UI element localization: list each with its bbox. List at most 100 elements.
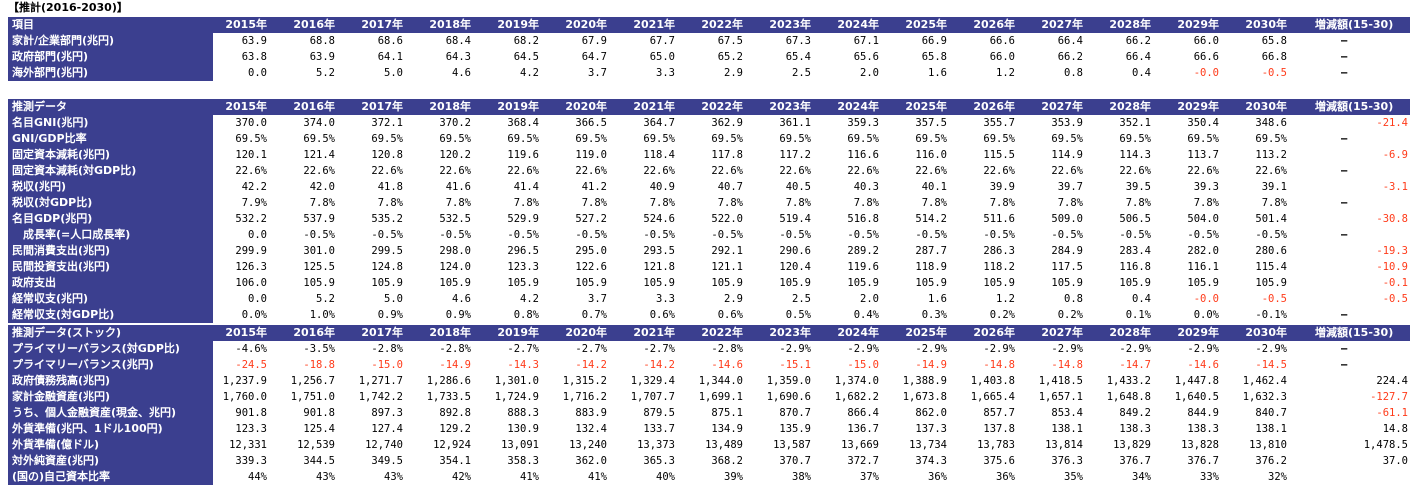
data-cell[interactable]: 138.3 bbox=[1119, 423, 1151, 435]
data-cell[interactable]: 7.9% bbox=[241, 197, 267, 209]
data-cell[interactable]: 105.9 bbox=[779, 277, 811, 289]
data-cell[interactable]: 292.1 bbox=[711, 245, 743, 257]
data-cell[interactable]: 0.4 bbox=[1132, 67, 1151, 79]
data-cell[interactable]: -15.0 bbox=[847, 359, 879, 371]
data-cell[interactable]: 7.8% bbox=[853, 197, 879, 209]
data-cell[interactable]: 1,733.5 bbox=[426, 391, 471, 403]
data-cell[interactable]: 501.4 bbox=[1255, 213, 1287, 225]
data-cell[interactable]: 0.6% bbox=[717, 309, 743, 321]
data-cell[interactable]: 0.9% bbox=[445, 309, 471, 321]
data-cell[interactable]: 43% bbox=[316, 471, 335, 483]
data-cell[interactable]: 138.1 bbox=[1255, 423, 1287, 435]
data-cell[interactable]: -0.5 bbox=[1261, 293, 1287, 305]
data-cell[interactable]: 376.7 bbox=[1119, 455, 1151, 467]
data-cell[interactable]: 1.6 bbox=[928, 293, 947, 305]
data-cell[interactable]: -2.9% bbox=[1051, 343, 1083, 355]
data-cell[interactable]: 7.8% bbox=[513, 197, 539, 209]
delta-cell[interactable]: -61.1 bbox=[1376, 407, 1408, 419]
data-cell[interactable]: -2.9% bbox=[983, 343, 1015, 355]
data-cell[interactable]: 289.2 bbox=[847, 245, 879, 257]
row-label[interactable]: 外貨準備(兆円、1ドル100円) bbox=[8, 421, 213, 437]
data-cell[interactable]: 901.8 bbox=[235, 407, 267, 419]
data-cell[interactable]: 374.0 bbox=[303, 117, 335, 129]
data-cell[interactable]: 1,462.4 bbox=[1242, 375, 1287, 387]
data-cell[interactable]: 41.4 bbox=[513, 181, 539, 193]
data-cell[interactable]: 22.6% bbox=[1255, 165, 1287, 177]
data-cell[interactable]: 3.7 bbox=[588, 293, 607, 305]
data-cell[interactable]: 40.7 bbox=[717, 181, 743, 193]
data-cell[interactable]: -2.9% bbox=[1119, 343, 1151, 355]
data-cell[interactable]: -0.5% bbox=[643, 229, 675, 241]
data-cell[interactable]: 4.6 bbox=[452, 293, 471, 305]
data-cell[interactable]: 38% bbox=[792, 471, 811, 483]
data-cell[interactable]: 68.8 bbox=[309, 35, 335, 47]
data-cell[interactable]: 1,665.4 bbox=[970, 391, 1015, 403]
data-cell[interactable]: 879.5 bbox=[643, 407, 675, 419]
row-label[interactable]: 固定資本減耗(兆円) bbox=[8, 147, 213, 163]
data-cell[interactable]: -2.9% bbox=[779, 343, 811, 355]
data-cell[interactable]: 22.6% bbox=[1119, 165, 1151, 177]
data-cell[interactable]: 39.9 bbox=[989, 181, 1015, 193]
data-cell[interactable]: 69.5% bbox=[1187, 133, 1219, 145]
data-cell[interactable]: 355.7 bbox=[983, 117, 1015, 129]
delta-cell[interactable]: -19.3 bbox=[1376, 245, 1408, 257]
data-cell[interactable]: 296.5 bbox=[507, 245, 539, 257]
data-cell[interactable]: 133.7 bbox=[643, 423, 675, 435]
row-label[interactable]: (国の)自己資本比率 bbox=[8, 469, 213, 485]
delta-cell[interactable]: -6.9 bbox=[1382, 149, 1408, 161]
delta-cell[interactable]: -21.4 bbox=[1376, 117, 1408, 129]
data-cell[interactable]: -0.5% bbox=[1051, 229, 1083, 241]
data-cell[interactable]: -24.5 bbox=[235, 359, 267, 371]
data-cell[interactable]: 69.5% bbox=[1255, 133, 1287, 145]
data-cell[interactable]: 41% bbox=[520, 471, 539, 483]
data-cell[interactable]: 113.7 bbox=[1187, 149, 1219, 161]
delta-cell[interactable]: – bbox=[1341, 343, 1348, 355]
data-cell[interactable]: 105.9 bbox=[1187, 277, 1219, 289]
data-cell[interactable]: 39% bbox=[724, 471, 743, 483]
data-cell[interactable]: 22.6% bbox=[1187, 165, 1219, 177]
row-label[interactable]: 海外部門(兆円) bbox=[8, 65, 213, 81]
data-cell[interactable]: 1,403.8 bbox=[970, 375, 1015, 387]
delta-cell[interactable]: – bbox=[1341, 229, 1348, 241]
data-cell[interactable]: 1,374.0 bbox=[834, 375, 879, 387]
row-label[interactable]: 名目GDP(兆円) bbox=[8, 211, 213, 227]
data-cell[interactable]: 69.5% bbox=[983, 133, 1015, 145]
data-cell[interactable]: 105.9 bbox=[371, 277, 403, 289]
data-cell[interactable]: 284.9 bbox=[1051, 245, 1083, 257]
data-cell[interactable]: -2.8% bbox=[439, 343, 471, 355]
data-cell[interactable]: 7.8% bbox=[1057, 197, 1083, 209]
data-cell[interactable]: -14.9 bbox=[915, 359, 947, 371]
data-cell[interactable]: 1,648.8 bbox=[1106, 391, 1151, 403]
data-cell[interactable]: 901.8 bbox=[303, 407, 335, 419]
data-cell[interactable]: 348.6 bbox=[1255, 117, 1287, 129]
data-cell[interactable]: -0.5 bbox=[1261, 67, 1287, 79]
data-cell[interactable]: -0.5% bbox=[1119, 229, 1151, 241]
data-cell[interactable]: 13,240 bbox=[569, 439, 607, 451]
row-label[interactable]: うち、個人金融資産(現金、兆円) bbox=[8, 405, 213, 421]
data-cell[interactable]: 105.9 bbox=[711, 277, 743, 289]
data-cell[interactable]: 280.6 bbox=[1255, 245, 1287, 257]
data-cell[interactable]: -0.5% bbox=[439, 229, 471, 241]
data-cell[interactable]: 0.7% bbox=[581, 309, 607, 321]
data-cell[interactable]: -0.5% bbox=[303, 229, 335, 241]
data-cell[interactable]: 1,640.5 bbox=[1174, 391, 1219, 403]
data-cell[interactable]: 13,373 bbox=[637, 439, 675, 451]
data-cell[interactable]: 7.8% bbox=[649, 197, 675, 209]
data-cell[interactable]: 119.6 bbox=[847, 261, 879, 273]
data-cell[interactable]: 66.6 bbox=[989, 35, 1015, 47]
data-cell[interactable]: 4.2 bbox=[520, 67, 539, 79]
row-label[interactable]: プライマリーバランス(兆円) bbox=[8, 357, 213, 373]
data-cell[interactable]: 124.8 bbox=[371, 261, 403, 273]
data-cell[interactable]: 119.6 bbox=[507, 149, 539, 161]
data-cell[interactable]: 1,388.9 bbox=[902, 375, 947, 387]
data-cell[interactable]: -15.1 bbox=[779, 359, 811, 371]
data-cell[interactable]: 1,707.7 bbox=[630, 391, 675, 403]
data-cell[interactable]: 870.7 bbox=[779, 407, 811, 419]
data-cell[interactable]: 36% bbox=[996, 471, 1015, 483]
data-cell[interactable]: 1,301.0 bbox=[494, 375, 539, 387]
delta-cell[interactable]: – bbox=[1341, 359, 1348, 371]
data-cell[interactable]: 0.9% bbox=[377, 309, 403, 321]
data-cell[interactable]: 13,091 bbox=[501, 439, 539, 451]
row-label[interactable]: プライマリーバランス(対GDP比) bbox=[8, 341, 213, 357]
data-cell[interactable]: 35% bbox=[1064, 471, 1083, 483]
